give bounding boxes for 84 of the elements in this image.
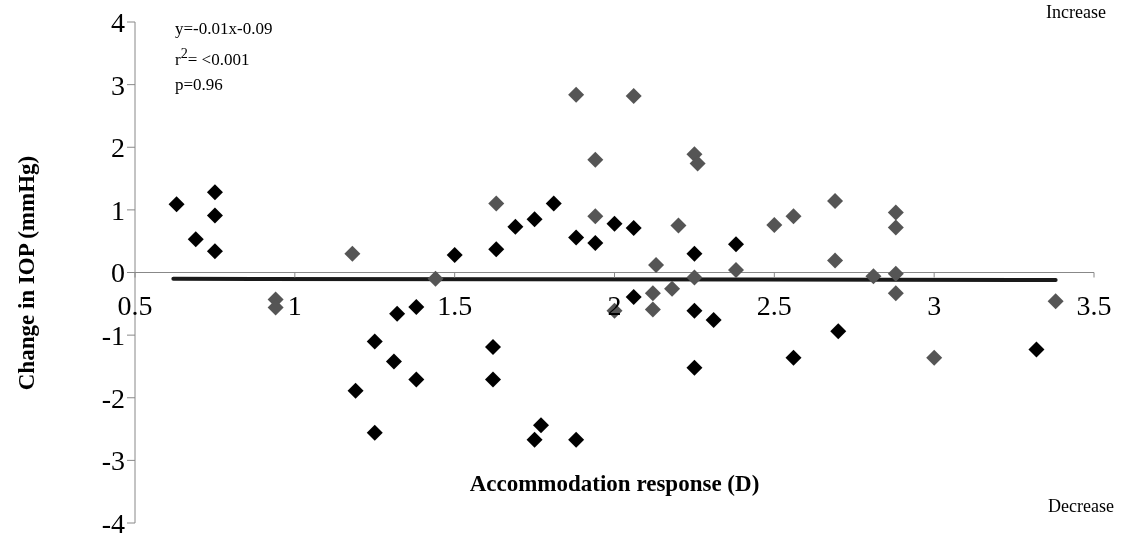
point xyxy=(1047,293,1064,310)
point xyxy=(187,231,204,248)
x-tick-label: 2.5 xyxy=(756,289,792,321)
y-tick-label: -3 xyxy=(101,445,125,477)
point xyxy=(827,252,844,269)
point xyxy=(206,184,223,201)
x-tick-label: 1.5 xyxy=(437,289,473,321)
point xyxy=(532,417,549,434)
x-tick-label: 0.5 xyxy=(117,289,153,321)
y-tick-label: -1 xyxy=(101,320,125,352)
point xyxy=(887,265,904,282)
point xyxy=(485,339,502,356)
point xyxy=(727,261,744,278)
point xyxy=(507,218,524,235)
point xyxy=(485,371,502,388)
text: Increase xyxy=(1046,2,1106,23)
point xyxy=(168,196,185,213)
point xyxy=(568,86,585,103)
point xyxy=(887,204,904,221)
point xyxy=(446,246,463,263)
x-tick-label: 2 xyxy=(607,289,622,321)
point xyxy=(686,302,703,319)
point xyxy=(664,280,681,297)
point xyxy=(705,312,722,329)
point xyxy=(347,382,364,399)
point xyxy=(625,220,642,237)
y-tick-label: 4 xyxy=(111,6,125,38)
point xyxy=(389,305,406,322)
point xyxy=(488,195,505,212)
point xyxy=(545,195,562,212)
point xyxy=(408,298,425,315)
point xyxy=(568,229,585,246)
point xyxy=(427,270,444,287)
point xyxy=(727,236,744,253)
point xyxy=(865,268,882,285)
x-tick-label: 3.5 xyxy=(1076,289,1112,321)
point xyxy=(644,285,661,302)
y-axis-title: Change in IOP (mmHg) xyxy=(14,155,40,390)
y-tick-label: 2 xyxy=(111,132,125,164)
x-tick-label: 3 xyxy=(927,289,942,321)
point xyxy=(366,424,383,441)
annotation: r$^{2}$= <0.001 xyxy=(175,44,251,71)
point xyxy=(830,323,847,340)
y-tick-label: 3 xyxy=(111,69,125,101)
point xyxy=(670,217,687,234)
point xyxy=(644,301,661,318)
point xyxy=(926,349,943,366)
point xyxy=(206,243,223,260)
point xyxy=(385,353,402,370)
point xyxy=(408,371,425,388)
y-tick-label: 0 xyxy=(111,257,125,289)
point xyxy=(526,211,543,228)
annotation: p=0.96 xyxy=(175,73,224,96)
point xyxy=(686,245,703,262)
point xyxy=(587,208,604,225)
point xyxy=(689,155,706,172)
point xyxy=(686,269,703,286)
point xyxy=(648,256,665,273)
annotation: Decrease xyxy=(1048,496,1114,517)
point xyxy=(686,359,703,376)
point xyxy=(526,431,543,448)
point xyxy=(887,219,904,236)
point xyxy=(587,235,604,252)
y-tick-label: -4 xyxy=(101,507,125,539)
point xyxy=(827,193,844,210)
point xyxy=(785,349,802,366)
point xyxy=(887,285,904,302)
point xyxy=(606,215,623,232)
point xyxy=(568,431,585,448)
point xyxy=(625,288,642,305)
x-axis-title: Accommodation response (D) xyxy=(468,471,761,498)
point xyxy=(625,87,642,104)
point xyxy=(766,216,783,233)
point xyxy=(206,207,223,224)
point xyxy=(1028,341,1045,358)
point xyxy=(785,208,802,225)
annotation: y=-0.01x-0.09 xyxy=(175,18,273,40)
point xyxy=(587,151,604,168)
y-tick-label: 1 xyxy=(111,194,125,226)
point xyxy=(366,333,383,350)
point xyxy=(344,245,361,262)
y-tick-label: -2 xyxy=(101,382,125,414)
point xyxy=(488,241,505,258)
x-tick-label: 1 xyxy=(287,289,302,321)
